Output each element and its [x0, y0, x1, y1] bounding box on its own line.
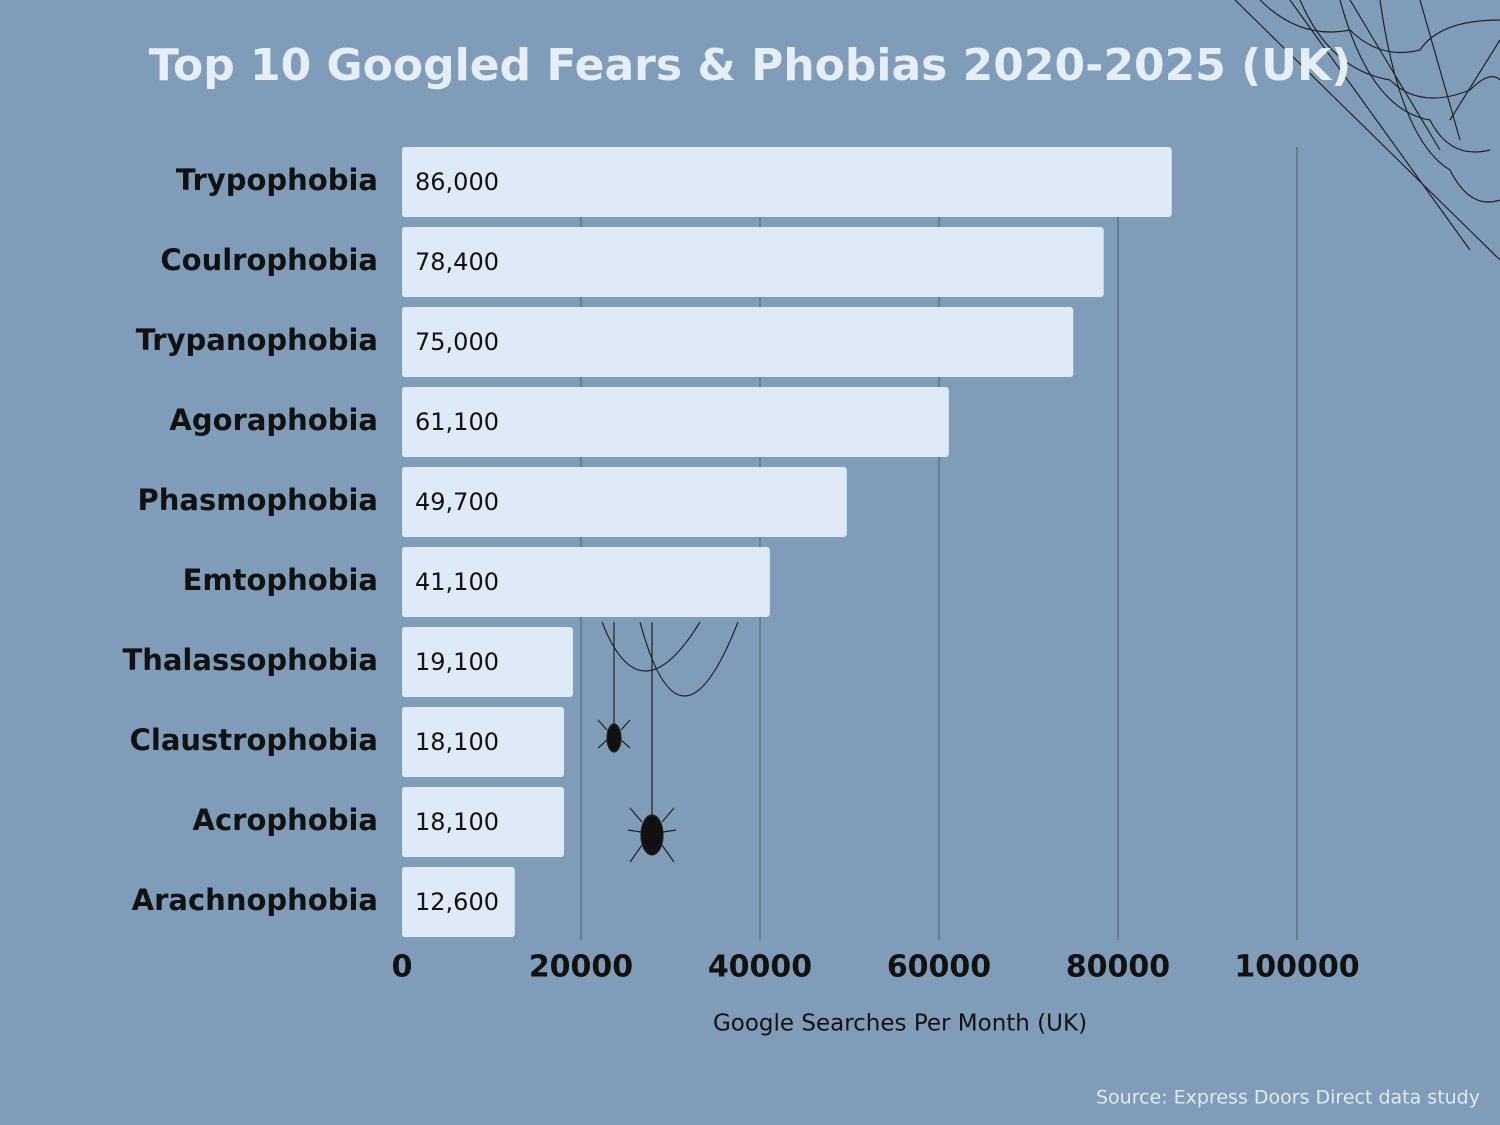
spider-web — [1234, 0, 1500, 261]
bars: Trypophobia 86,000 Coulrophobia 78,400 Trypa… — [122, 147, 1172, 937]
x-tick-label: 80000 — [1066, 950, 1170, 985]
x-tick-label: 40000 — [708, 950, 812, 985]
bar — [402, 307, 1074, 377]
category-label: Claustrophobia — [130, 723, 378, 757]
category-label: Arachnophobia — [132, 883, 378, 917]
category-label: Acrophobia — [193, 803, 378, 837]
category-label: Agoraphobia — [169, 403, 378, 437]
value-label: 18,100 — [415, 808, 499, 836]
source-note: Source: Express Doors Direct data study — [1096, 1087, 1480, 1109]
bar — [402, 787, 564, 857]
value-label: 41,100 — [415, 568, 499, 596]
grid: 0 20000 40000 60000 80000 100000 — [392, 147, 1360, 985]
category-label: Phasmophobia — [138, 483, 378, 517]
category-label: Emtophobia — [183, 563, 378, 597]
value-label: 78,400 — [415, 248, 499, 276]
value-label: 86,000 — [415, 168, 499, 196]
bar — [402, 227, 1104, 297]
bar — [402, 867, 515, 937]
bar — [402, 547, 770, 617]
bar — [402, 387, 949, 457]
bar — [402, 467, 847, 537]
category-label: Coulrophobia — [160, 243, 378, 277]
chart-title: Top 10 Googled Fears & Phobias 2020-2025… — [149, 40, 1351, 91]
x-tick-label: 60000 — [887, 950, 991, 985]
x-tick-label: 20000 — [529, 950, 633, 985]
value-label: 12,600 — [415, 888, 499, 916]
x-tick-label: 0 — [392, 950, 413, 985]
value-label: 19,100 — [415, 648, 499, 676]
value-label: 18,100 — [415, 728, 499, 756]
bar — [402, 627, 573, 697]
category-label: Trypophobia — [176, 163, 378, 197]
value-label: 61,100 — [415, 408, 499, 436]
value-label: 49,700 — [415, 488, 499, 516]
hanging-spiders — [597, 621, 739, 863]
bar — [402, 147, 1172, 217]
category-label: Thalassophobia — [122, 643, 378, 677]
x-tick-label: 100000 — [1234, 950, 1359, 985]
x-axis-label: Google Searches Per Month (UK) — [713, 1011, 1087, 1037]
bar — [402, 707, 564, 777]
value-label: 75,000 — [415, 328, 499, 356]
category-label: Trypanophobia — [136, 323, 378, 357]
